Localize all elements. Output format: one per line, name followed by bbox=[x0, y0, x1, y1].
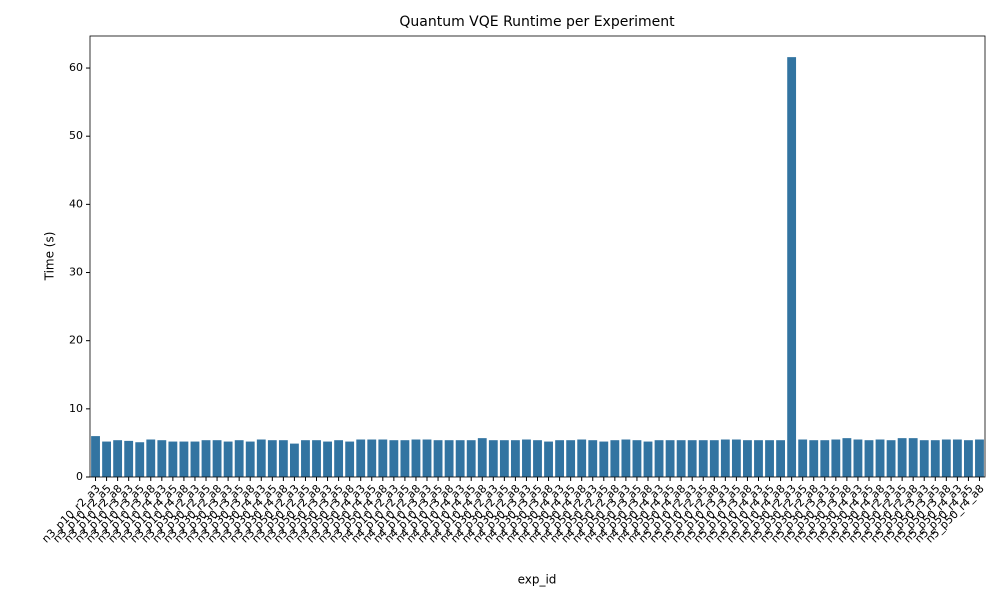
bar bbox=[654, 440, 664, 477]
bar bbox=[510, 440, 520, 477]
bar bbox=[345, 441, 355, 477]
bar bbox=[886, 440, 896, 477]
bar bbox=[91, 436, 100, 477]
bar bbox=[820, 440, 830, 477]
bar bbox=[411, 439, 421, 477]
bar bbox=[897, 438, 907, 477]
bar bbox=[157, 440, 167, 477]
bar bbox=[908, 438, 918, 477]
chart-title: Quantum VQE Runtime per Experiment bbox=[399, 14, 675, 30]
bar bbox=[245, 441, 255, 477]
bar bbox=[301, 440, 310, 477]
x-axis-label: exp_id bbox=[518, 573, 557, 587]
bar bbox=[234, 440, 244, 477]
bar bbox=[842, 438, 852, 477]
bar bbox=[323, 441, 332, 477]
bar bbox=[190, 441, 200, 477]
y-axis-label: Time (s) bbox=[43, 232, 57, 282]
bar bbox=[676, 440, 686, 477]
bar bbox=[566, 440, 576, 477]
bar bbox=[632, 440, 642, 477]
y-tick-label: 20 bbox=[69, 334, 83, 347]
bar bbox=[400, 440, 410, 477]
y-tick-label: 60 bbox=[69, 61, 83, 74]
bar bbox=[941, 439, 951, 477]
bar bbox=[168, 441, 178, 477]
bar bbox=[378, 439, 388, 477]
bar bbox=[864, 440, 874, 477]
bar bbox=[113, 440, 123, 477]
bar bbox=[278, 440, 288, 477]
bar bbox=[798, 439, 808, 477]
bar bbox=[389, 440, 399, 477]
bar bbox=[356, 439, 366, 477]
bar bbox=[709, 440, 719, 477]
bar bbox=[522, 439, 531, 477]
bar bbox=[787, 57, 797, 478]
bar bbox=[555, 440, 565, 477]
bar bbox=[776, 440, 786, 477]
bar bbox=[289, 443, 299, 477]
bar bbox=[499, 440, 509, 477]
bar bbox=[698, 440, 708, 477]
bar bbox=[577, 439, 587, 477]
bar bbox=[621, 439, 631, 477]
bar bbox=[731, 439, 741, 477]
y-tick-label: 10 bbox=[69, 402, 83, 415]
bar bbox=[975, 439, 984, 477]
bar bbox=[444, 440, 454, 477]
bar bbox=[433, 440, 443, 477]
bar bbox=[201, 440, 211, 477]
bar bbox=[212, 440, 222, 477]
bar bbox=[930, 440, 940, 477]
bar bbox=[124, 440, 134, 477]
bar bbox=[809, 440, 819, 477]
bar bbox=[533, 440, 542, 477]
bar bbox=[687, 440, 697, 477]
bar bbox=[267, 440, 277, 477]
bar bbox=[754, 440, 763, 477]
bar bbox=[422, 439, 432, 477]
bar bbox=[367, 439, 377, 477]
bar bbox=[334, 440, 344, 477]
y-tick-label: 40 bbox=[69, 197, 83, 210]
bar bbox=[146, 439, 156, 477]
bar bbox=[544, 441, 553, 477]
plot-frame bbox=[89, 35, 986, 478]
bar bbox=[720, 439, 730, 477]
y-tick-label: 0 bbox=[76, 470, 83, 483]
y-tick-label: 30 bbox=[69, 266, 83, 279]
bar bbox=[610, 440, 620, 477]
bar bbox=[952, 439, 962, 477]
bar bbox=[488, 440, 498, 477]
bar bbox=[964, 440, 973, 477]
bar bbox=[919, 440, 929, 477]
bar bbox=[135, 442, 145, 477]
bar bbox=[765, 440, 774, 477]
bar bbox=[223, 441, 233, 477]
bar bbox=[455, 440, 465, 477]
bar bbox=[875, 439, 885, 477]
bar bbox=[102, 441, 111, 477]
bar bbox=[588, 440, 598, 477]
bar bbox=[831, 439, 841, 477]
bar bbox=[477, 438, 487, 477]
bar bbox=[853, 439, 863, 477]
bar bbox=[466, 440, 476, 477]
bar bbox=[256, 439, 266, 477]
bar bbox=[643, 441, 653, 477]
bar bbox=[743, 440, 752, 477]
y-tick-label: 50 bbox=[69, 129, 83, 142]
bar bbox=[179, 441, 189, 477]
bar bbox=[599, 441, 609, 477]
bar bbox=[312, 440, 321, 477]
bar bbox=[665, 440, 675, 477]
